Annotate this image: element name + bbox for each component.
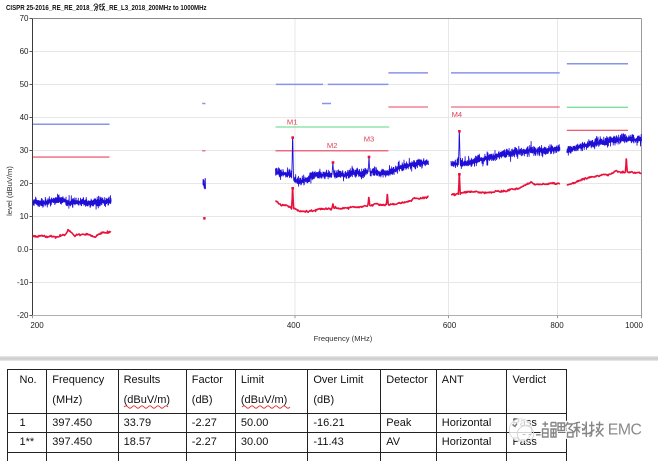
svg-text:level (dBuV/m): level (dBuV/m) <box>5 166 14 216</box>
svg-text:-20: -20 <box>17 311 29 320</box>
svg-text:M2: M2 <box>327 141 338 150</box>
svg-text:600: 600 <box>443 321 457 330</box>
svg-text:800: 800 <box>550 321 564 330</box>
svg-text:0.0: 0.0 <box>17 245 29 254</box>
svg-text:10: 10 <box>20 212 29 221</box>
svg-text:40: 40 <box>20 113 29 122</box>
svg-text:M1: M1 <box>287 117 298 126</box>
svg-text:Frequency (MHz): Frequency (MHz) <box>314 334 373 343</box>
svg-text:-10: -10 <box>17 278 29 287</box>
svg-text:EMC: EMC <box>608 422 643 439</box>
svg-text:30: 30 <box>20 146 29 155</box>
svg-text:20: 20 <box>20 179 29 188</box>
svg-text:60: 60 <box>20 47 29 56</box>
svg-text:EMC: EMC <box>608 422 642 439</box>
svg-text:70: 70 <box>20 14 29 23</box>
svg-text:200: 200 <box>30 321 44 330</box>
svg-text:M4: M4 <box>452 110 463 119</box>
svg-text:M3: M3 <box>364 135 375 144</box>
svg-text:400: 400 <box>287 321 301 330</box>
svg-text:50: 50 <box>20 80 29 89</box>
svg-text:1000: 1000 <box>625 321 643 330</box>
